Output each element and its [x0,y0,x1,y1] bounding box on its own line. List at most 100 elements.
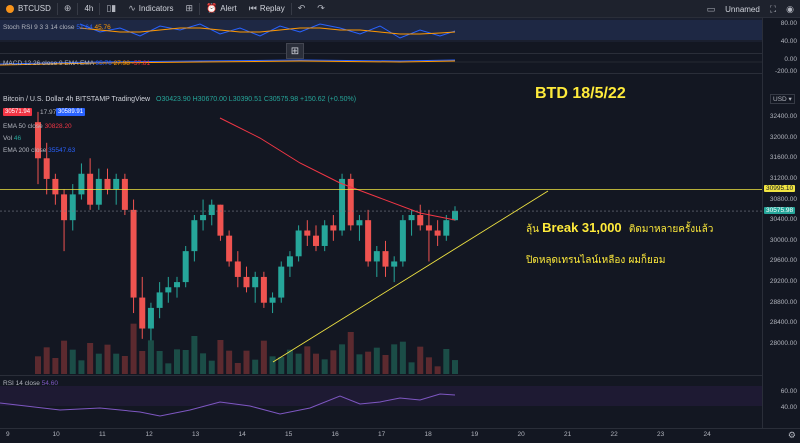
volume-bar [165,363,172,374]
ema50-legend[interactable]: EMA 50 close 30828.20 [3,123,72,130]
toolbar-divider [56,2,58,15]
candle-body [35,122,41,159]
chart-canvas[interactable]: Stoch RSI 9 3 3 14 close 51.64 45.76 ⊞ M… [0,18,762,428]
volume-bar [104,344,111,374]
redo-button[interactable]: ↷ [311,0,331,18]
indicators-icon: ∿ [128,3,136,13]
templates-button[interactable]: ⊞ [179,0,199,18]
main-series-legend[interactable]: Bitcoin / U.S. Dollar 4h BITSTAMP Tradin… [3,96,356,103]
macd-legend[interactable]: MACD 12 26 close 9 EMA EMA 95.76 27.98 -… [3,60,150,67]
toolbar-right-group: ▭ Unnamed ⛶ ◉ [707,0,794,18]
volume-bar [452,360,458,374]
time-label: 12 [145,431,153,438]
pane-divider[interactable] [0,53,762,54]
candle-body [139,297,146,329]
candle-body [191,220,198,252]
ema200-legend[interactable]: EMA 200 close 35547.63 [3,147,75,154]
pane-divider[interactable] [0,73,762,74]
time-label: 17 [378,431,386,438]
chart-svg[interactable] [0,18,762,428]
candle-body [130,209,137,298]
buy-price-box[interactable]: 30589.91 [56,108,86,116]
volume-bar [304,346,311,374]
price-scale-label: 31600.00 [769,154,797,162]
ema-50-line [219,117,456,221]
volume-bar [260,340,267,374]
replay-button[interactable]: ⏮ Replay [243,0,291,18]
symbol-search[interactable]: BTCUSD [0,0,57,18]
gear-icon[interactable]: ⚙ [787,430,796,440]
volume-bar [408,362,415,374]
yellow-trendline[interactable] [272,190,549,363]
candle-body [182,251,189,283]
compare-button[interactable]: ⊕ [58,0,78,18]
candle-body [156,292,163,308]
price-scale-label: 31200.00 [769,174,797,182]
candle-body [243,276,250,288]
maximize-pane-button[interactable]: ⊞ [286,43,304,59]
volume-bar [269,356,276,374]
volume-bar [321,359,328,374]
candle-body [165,287,172,293]
indicators-button[interactable]: ∿ Indicators [122,0,179,18]
layout-name[interactable]: Unnamed [725,4,760,14]
candle-body [330,225,337,231]
volume-bar [87,343,94,374]
time-label: 9 [6,431,10,438]
chart-type-button[interactable]: ▯▮ [100,0,122,18]
fullscreen-icon[interactable]: ⛶ [769,3,777,14]
ema200-label: EMA 200 close [3,147,47,154]
undo-button[interactable]: ↶ [292,0,312,18]
camera-icon[interactable]: ◉ [786,3,794,14]
volume-bar [200,353,207,374]
time-label: 22 [610,431,618,438]
volume-bar [382,355,389,374]
candle-body [226,235,233,262]
ema50-value: 30828.20 [44,123,72,130]
pane-divider[interactable] [0,375,762,376]
annotation-line-1[interactable]: ลุ้น Break 31,000 ติดมาหลายครั้งแล้ว [526,220,713,237]
volume-bar [399,341,406,374]
price-scale[interactable]: 80.00 40.00 0.00 -200.00 USD ▾ 32400.00 3… [762,18,800,428]
volume-bar [174,349,180,374]
candle-body [121,178,128,210]
candle-body [260,276,267,303]
undo-icon: ↶ [297,3,306,13]
top-toolbar: BTCUSD ⊕ 4h ▯▮ ∿ Indicators ⊞ ⏰ Alert ⏮ … [0,0,800,18]
alert-button[interactable]: ⏰ Alert [200,0,243,18]
macd-line [0,59,456,65]
annotation-line1-bold: Break 31,000 [542,220,622,235]
stoch-d-line [79,27,456,35]
time-label: 18 [424,431,432,438]
volume-legend[interactable]: Vol 46 [3,135,21,142]
time-label: 13 [192,431,200,438]
volume-bar [286,349,293,374]
annotation-line-2[interactable]: ปิดหลุดเทรนไลน์เหลือง ผมก็ยอม [526,255,666,266]
volume-bar [356,354,363,374]
macd-value-1: 95.76 [95,60,112,67]
time-label: 15 [285,431,293,438]
candle-body [425,225,432,231]
time-scale[interactable]: ⚙ 9 10 11 12 13 14 15 16 17 18 19 20 21 22 23 24 [0,428,800,443]
sell-price-box[interactable]: 30571.94 [3,108,33,116]
interval-label: 4h [84,4,94,13]
currency-selector[interactable]: USD ▾ [770,94,795,104]
rsi-legend[interactable]: RSI 14 close 54.60 [3,380,58,387]
candle-body [339,178,346,231]
candle-body [391,261,398,267]
annotation-title[interactable]: BTD 18/5/22 [535,85,626,102]
candle-body [321,225,328,246]
macd-value-2: 27.98 [113,60,130,67]
volume-bar [78,360,85,374]
layout-icon[interactable]: ▭ [706,3,716,14]
price-scale-label: 30400.00 [769,216,797,224]
interval-button[interactable]: 4h [78,0,99,18]
candle-body [234,261,241,277]
price-scale-label: 32400.00 [769,113,797,120]
replay-icon: ⏮ [248,3,257,13]
price-scale-label: 32000.00 [769,133,797,141]
candle-body [95,178,102,205]
volume-series [35,323,458,374]
stoch-legend[interactable]: Stoch RSI 9 3 3 14 close 51.64 45.76 [3,24,111,31]
volume-bar [347,332,354,374]
